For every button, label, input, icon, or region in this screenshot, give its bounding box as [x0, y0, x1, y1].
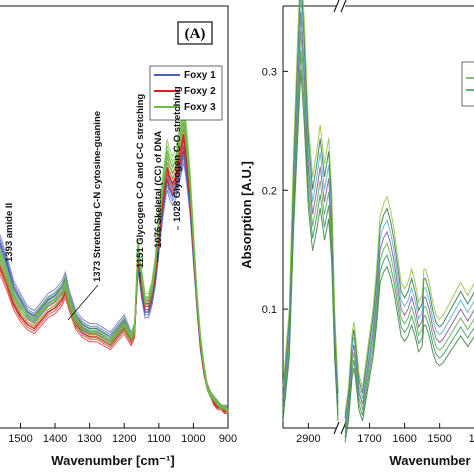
panel-b-chart: 0.1 0.2 0.3 Absorption [A.U.] 2900 1700 1600 15… — [239, 0, 474, 468]
legend-box-b — [461, 61, 474, 107]
y-axis-label-b: Absorption [A.U.] — [239, 161, 254, 269]
annotation-leader-2 — [67, 284, 99, 321]
spectrum-right-segment — [344, 242, 474, 433]
y-tick-label-b: 0.1 — [262, 304, 277, 316]
axis-break-mark-top-2 — [340, 0, 347, 13]
x-tick-label-a: 1200 — [112, 433, 136, 445]
annotation-label-5: 1028 Glycogen C-O stretching — [172, 86, 183, 222]
spectrum-right-segment — [344, 253, 474, 438]
spectrum-left-segment — [282, 31, 339, 410]
x-tick-label-b: 1700 — [357, 433, 381, 445]
axis-break-mark-top-1 — [333, 0, 340, 13]
series-line-foxy-1 — [0, 161, 228, 411]
series-line-foxy-1 — [0, 145, 228, 407]
series-line-foxy-3 — [0, 100, 229, 410]
panel-label-a: (A) — [185, 26, 206, 42]
x-axis-label-b: Wavenumber — [389, 453, 470, 468]
spectrum-right-segment — [344, 195, 474, 414]
y-tick-label-b: 0.3 — [262, 66, 277, 78]
x-tick-label-a: 1500 — [8, 433, 32, 445]
x-tick-label-a: 900 — [219, 433, 237, 445]
x-tick-label-b: 1600 — [392, 433, 416, 445]
series-line-foxy-1 — [0, 155, 228, 409]
annotation-label-1: 1393 amide II — [4, 203, 15, 262]
panel-label-box-a — [177, 21, 213, 45]
axis-break-gap-top — [337, 0, 345, 12]
series-line-foxy-2 — [0, 145, 228, 415]
legend-label-1: Foxy 1 — [184, 70, 216, 81]
annotation-label-2: 1373 Stretching C-N cytosine-guanine — [92, 111, 103, 282]
spectrum-right-segment — [344, 207, 474, 419]
spectrum-right-segment — [344, 218, 474, 424]
series-line-foxy-2 — [0, 139, 228, 413]
x-tick-label-a: 1000 — [181, 433, 205, 445]
x-tick-label-a: 1300 — [77, 433, 101, 445]
legend-label-2: Foxy 2 — [184, 86, 216, 97]
axis-break-gap-bottom — [337, 422, 345, 434]
panel-a-chart: 1500 1400 1300 1200 1100 1000 900 Wavenumber [c… — [0, 5, 237, 468]
x-tick-label-b: 14 — [469, 433, 474, 445]
plot-frame-a — [0, 5, 229, 429]
annotation-label-3: 1151 Glycogen C-O and C-C stretching — [135, 94, 146, 268]
annotation-label-4: 1076 Skeletal (CC) of DNA — [153, 131, 164, 248]
spectrum-left-segment — [282, 0, 339, 399]
spectrum-left-segment — [282, 0, 339, 394]
y-tick-label-b: 0.2 — [262, 185, 277, 197]
spectrum-left-segment — [282, 0, 339, 388]
x-tick-label-a: 1400 — [43, 433, 67, 445]
spectrum-left-segment — [282, 50, 339, 416]
x-tick-label-b: 2900 — [296, 433, 320, 445]
spectrum-left-segment — [282, 11, 339, 405]
legend-a: Foxy 1 Foxy 2 Foxy 3 — [149, 65, 223, 121]
x-tick-label-a: 1100 — [147, 433, 171, 445]
x-axis-label-a: Wavenumber [cm⁻¹] — [51, 453, 174, 468]
spectrum-left-segment — [282, 69, 339, 422]
spectrum-right-segment — [344, 230, 474, 429]
x-tick-label-b: 1500 — [427, 433, 451, 445]
axis-break-mark-bottom-1 — [333, 421, 340, 435]
series-line-foxy-1 — [0, 150, 228, 408]
spectrum-right-segment — [344, 265, 474, 443]
legend-label-3: Foxy 3 — [184, 102, 216, 113]
